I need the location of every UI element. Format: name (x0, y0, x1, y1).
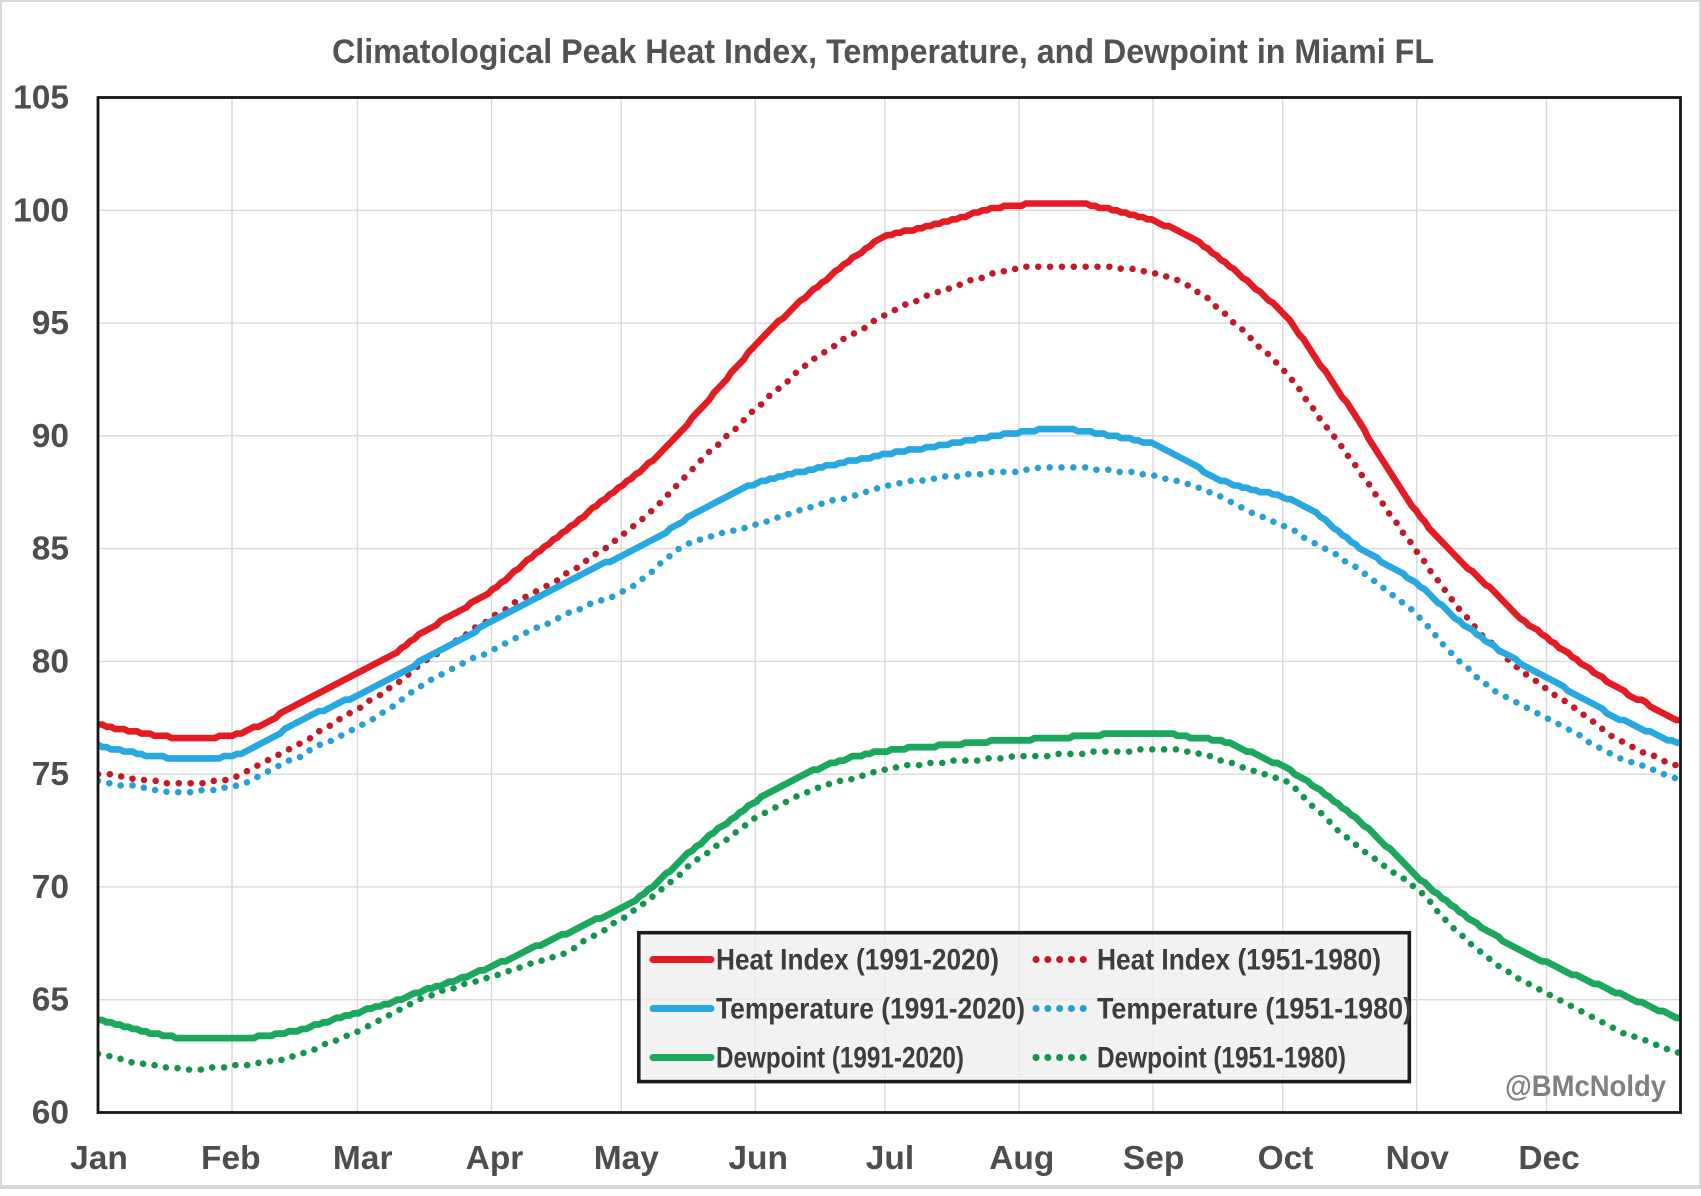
svg-text:Heat Index (1951-1980): Heat Index (1951-1980) (1097, 944, 1381, 977)
svg-text:65: 65 (32, 982, 69, 1019)
svg-text:70: 70 (32, 869, 69, 906)
svg-text:Dewpoint (1991-2020): Dewpoint (1991-2020) (716, 1042, 964, 1075)
svg-text:Mar: Mar (333, 1140, 393, 1177)
svg-text:100: 100 (13, 192, 69, 229)
svg-text:Feb: Feb (201, 1140, 261, 1177)
svg-text:75: 75 (32, 756, 69, 793)
svg-text:Jun: Jun (728, 1140, 788, 1177)
svg-text:95: 95 (32, 305, 69, 342)
svg-text:Temperature (1951-1980): Temperature (1951-1980) (1097, 993, 1412, 1026)
svg-text:Apr: Apr (466, 1140, 524, 1177)
svg-text:Dec: Dec (1518, 1140, 1579, 1177)
svg-text:@BMcNoldy: @BMcNoldy (1505, 1070, 1666, 1103)
svg-text:Sep: Sep (1123, 1140, 1184, 1177)
svg-text:Jan: Jan (70, 1140, 128, 1177)
svg-text:Nov: Nov (1386, 1140, 1450, 1177)
svg-text:Dewpoint (1951-1980): Dewpoint (1951-1980) (1097, 1042, 1346, 1075)
svg-text:May: May (594, 1140, 660, 1177)
svg-text:Climatological Peak Heat Index: Climatological Peak Heat Index, Temperat… (332, 33, 1434, 71)
svg-text:60: 60 (32, 1095, 69, 1132)
svg-text:Aug: Aug (989, 1140, 1054, 1177)
svg-text:Heat Index (1991-2020): Heat Index (1991-2020) (716, 944, 999, 977)
svg-text:105: 105 (13, 80, 69, 117)
svg-text:90: 90 (32, 418, 69, 455)
svg-text:Oct: Oct (1258, 1140, 1314, 1177)
svg-text:Temperature (1991-2020): Temperature (1991-2020) (716, 993, 1025, 1026)
svg-text:Jul: Jul (866, 1140, 914, 1177)
svg-text:85: 85 (32, 531, 69, 568)
svg-text:80: 80 (32, 643, 69, 680)
